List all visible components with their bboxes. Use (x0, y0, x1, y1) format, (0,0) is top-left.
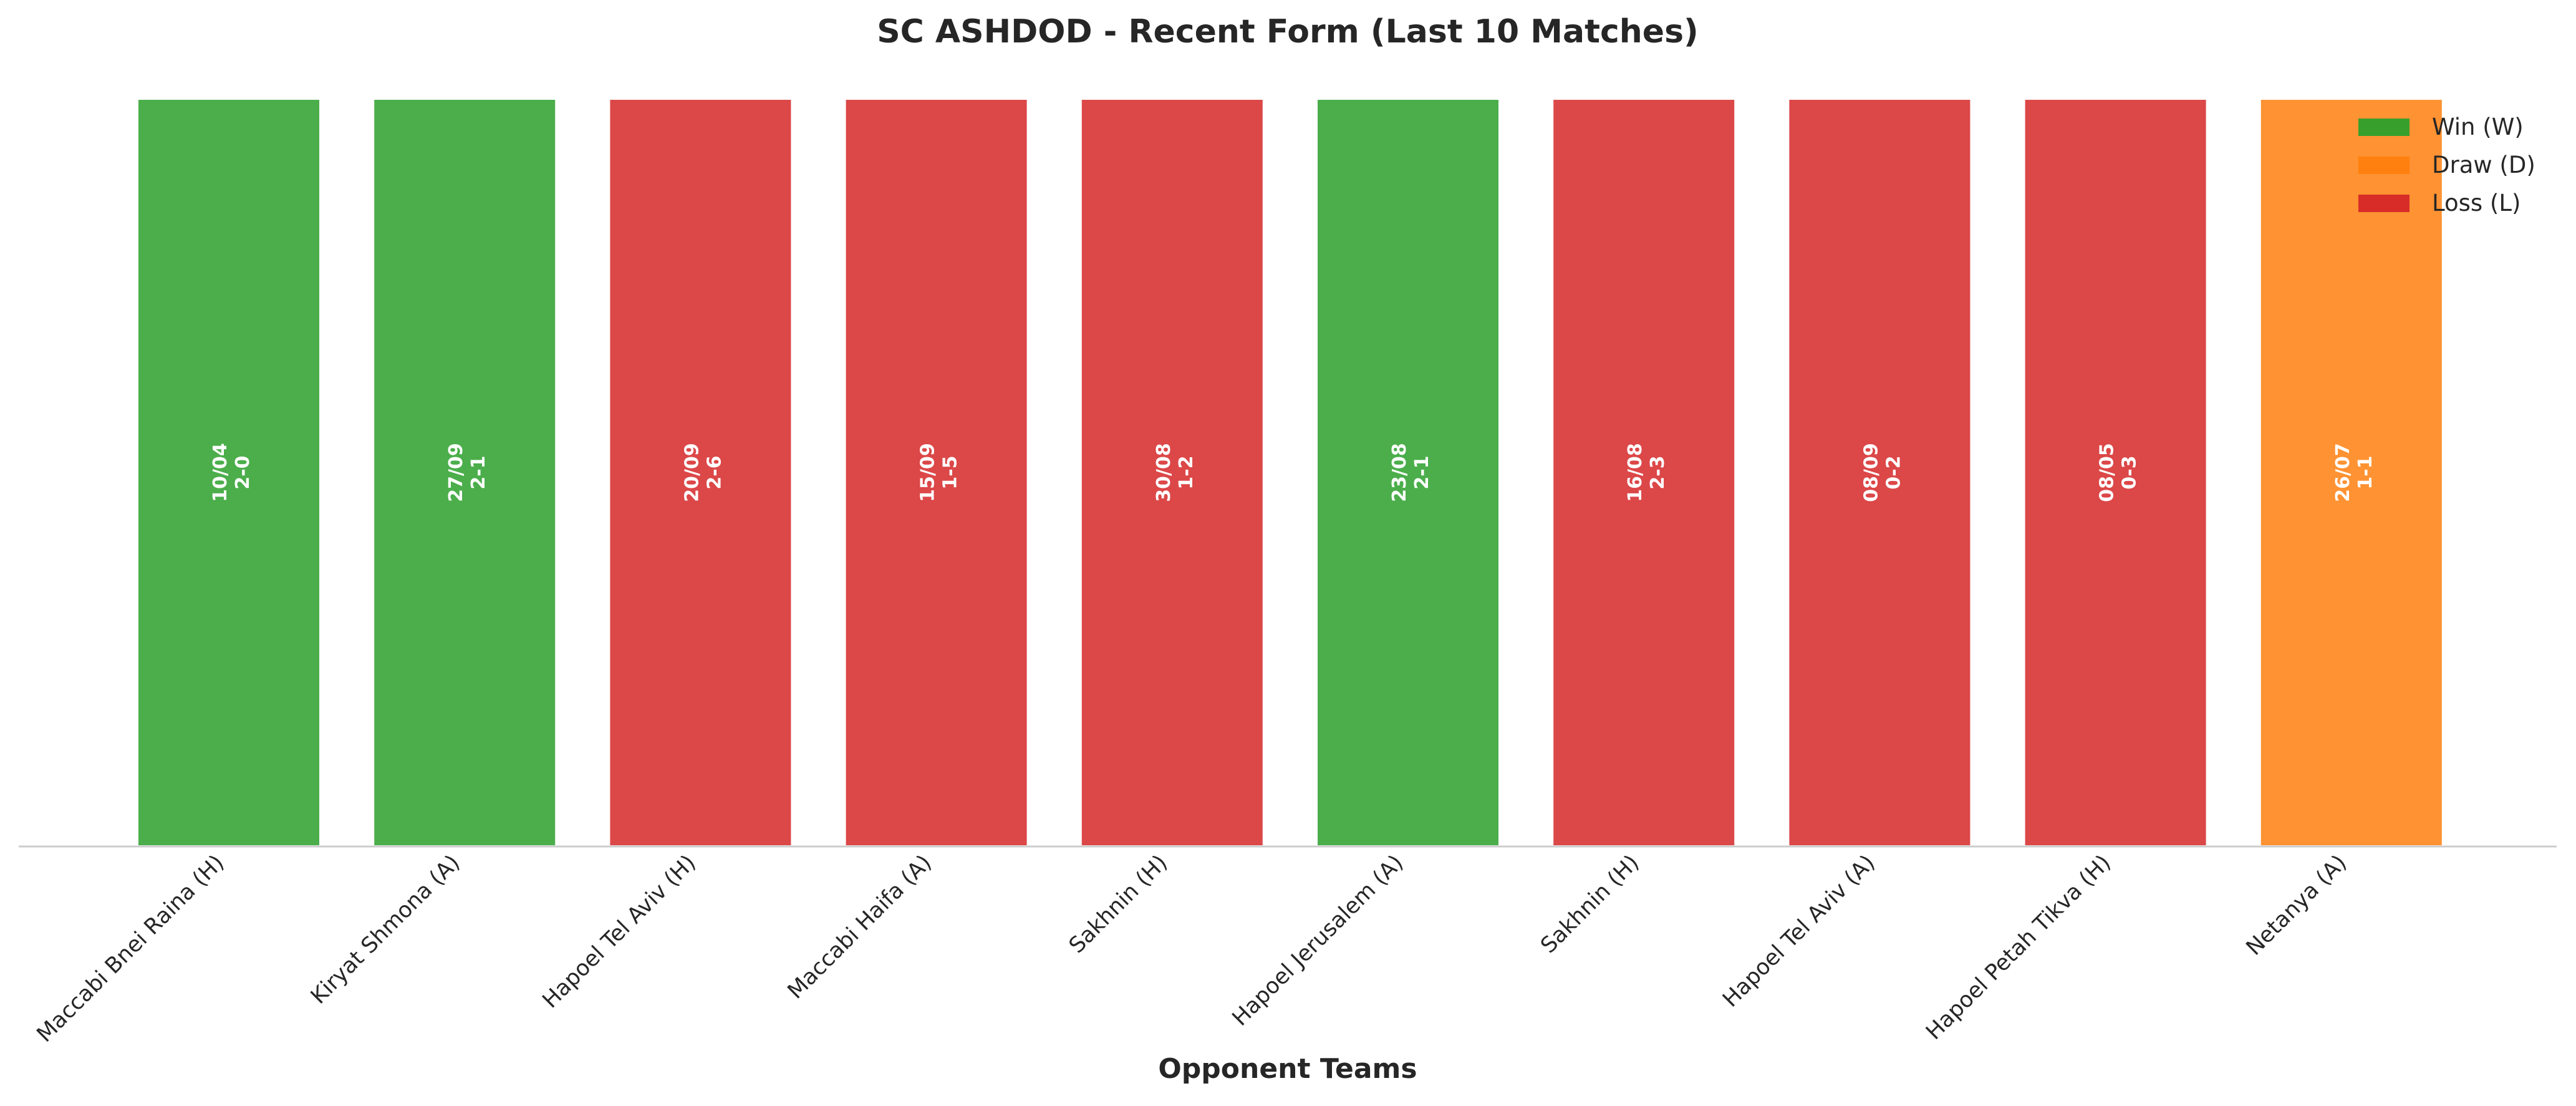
bar-label-6: 23/082-1 (1389, 443, 1433, 502)
bar-label-10: 26/071-1 (2332, 443, 2376, 502)
bar-3 (607, 97, 794, 848)
legend-swatch-l (2358, 195, 2410, 212)
legend-label-w: Win (W) (2432, 114, 2524, 140)
legend-label-d: Draw (D) (2432, 152, 2535, 178)
bar-5 (1079, 97, 1265, 848)
x-tick-label-2: Kiryat Shmona (A) (306, 850, 465, 1009)
bar-2 (372, 97, 558, 848)
bar-10 (2258, 97, 2444, 848)
tick-labels-layer: Maccabi Bnei Raina (H) Kiryat Shmona (A) H… (32, 850, 2352, 1047)
x-tick-label-5: Sakhnin (H) (1064, 850, 1172, 958)
x-tick-label-3: Hapoel Tel Aviv (H) (538, 850, 701, 1013)
bar-date-label: 08/05 (2096, 443, 2118, 502)
bar-score-label: 2-1 (468, 455, 490, 489)
bar-date-label: 10/04 (210, 443, 231, 502)
bar-labels-layer: 10/042-0 27/092-1 20/092-6 15/091-5 30/081-2… (210, 443, 2376, 502)
legend: Win (W) Draw (D) Loss (L) (2358, 114, 2535, 216)
x-tick-label-4: Maccabi Haifa (A) (783, 850, 937, 1004)
bar-label-7: 16/082-3 (1624, 443, 1669, 502)
bar-label-1: 10/042-0 (210, 443, 254, 502)
bar-score-label: 2-1 (1411, 455, 1433, 489)
x-tick-label-9: Hapoel Petah Tikva (H) (1921, 850, 2116, 1045)
bar-label-8: 08/090-2 (1860, 443, 1904, 502)
x-axis-label: Opponent Teams (1158, 1053, 1417, 1085)
bar-1 (136, 97, 322, 848)
bar-date-label: 15/09 (917, 443, 939, 502)
bar-date-label: 30/08 (1153, 443, 1175, 502)
x-tick-label-7: Sakhnin (H) (1536, 850, 1644, 958)
bar-6 (1315, 97, 1501, 848)
x-tick-label-10: Netanya (A) (2242, 850, 2352, 961)
bar-label-2: 27/092-1 (445, 443, 490, 502)
x-tick-label-8: Hapoel Tel Aviv (A) (1718, 850, 1880, 1012)
bar-score-label: 2-6 (703, 455, 725, 489)
bar-8 (1787, 97, 1973, 848)
bar-score-label: 2-3 (1647, 455, 1669, 489)
chart-title: SC ASHDOD - Recent Form (Last 10 Matches… (877, 13, 1699, 51)
bar-date-label: 26/07 (2332, 443, 2354, 502)
bar-date-label: 08/09 (1860, 443, 1882, 502)
bar-score-label: 0-3 (2119, 455, 2141, 489)
bar-score-label: 1-2 (1175, 455, 1197, 489)
legend-label-l: Loss (L) (2432, 190, 2521, 216)
bar-score-label: 0-2 (1883, 455, 1904, 489)
bar-date-label: 20/09 (681, 443, 703, 502)
bar-label-5: 30/081-2 (1153, 443, 1197, 502)
bar-score-label: 1-5 (940, 455, 962, 489)
bar-label-3: 20/092-6 (681, 443, 725, 502)
bar-date-label: 23/08 (1389, 443, 1411, 502)
bar-score-label: 2-0 (232, 455, 254, 489)
bar-date-label: 27/09 (445, 443, 467, 502)
bar-label-9: 08/050-3 (2096, 443, 2141, 502)
x-tick-label-6: Hapoel Jerusalem (A) (1228, 850, 1409, 1031)
x-tick-label-1: Maccabi Bnei Raina (H) (32, 850, 229, 1047)
legend-swatch-w (2358, 119, 2410, 136)
bar-date-label: 16/08 (1624, 443, 1646, 502)
bar-4 (843, 97, 1030, 848)
bar-score-label: 1-1 (2355, 455, 2376, 489)
bar-label-4: 15/091-5 (917, 443, 962, 502)
bars-layer (136, 97, 2444, 848)
legend-swatch-d (2358, 157, 2410, 174)
